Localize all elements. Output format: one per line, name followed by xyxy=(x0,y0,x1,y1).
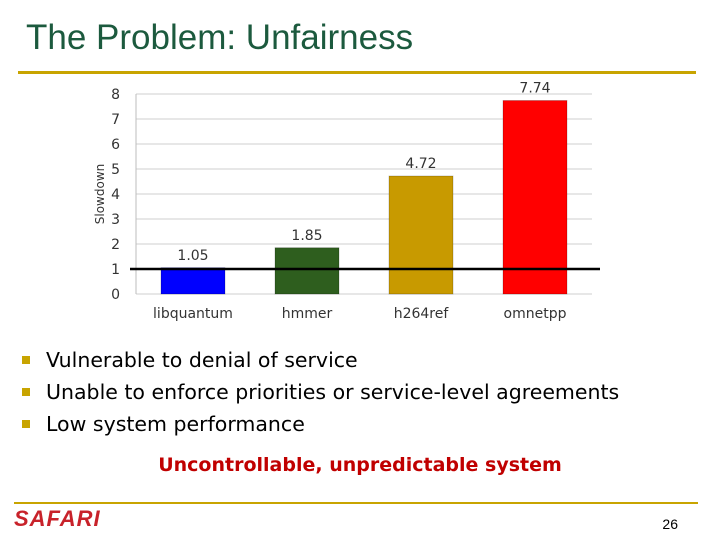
bar-value-label: 7.74 xyxy=(519,81,550,97)
bars xyxy=(160,100,568,295)
bullet-item: Unable to enforce priorities or service-… xyxy=(22,376,619,408)
y-tick-label: 3 xyxy=(111,212,120,228)
bullet-square-icon xyxy=(22,388,30,396)
page-number: 26 xyxy=(662,516,678,532)
x-tick-label: h264ref xyxy=(394,306,450,322)
bullet-square-icon xyxy=(22,356,30,364)
bullet-item: Low system performance xyxy=(22,408,619,440)
slide-title: The Problem: Unfairness xyxy=(26,18,414,57)
y-tick-label: 4 xyxy=(111,187,120,203)
callout-text: Uncontrollable, unpredictable system xyxy=(158,454,562,476)
y-tick-label: 1 xyxy=(111,262,120,278)
bar-value-labels: 1.05 1.85 4.72 7.74 xyxy=(177,81,550,264)
bar-omnetpp xyxy=(502,100,568,295)
y-axis-label: Slowdown xyxy=(93,164,107,225)
bullet-text: Unable to enforce priorities or service-… xyxy=(46,380,620,404)
bullet-text: Low system performance xyxy=(46,412,305,436)
bar-h264ref xyxy=(388,175,454,295)
slowdown-bar-chart: 0 1 2 3 4 5 6 7 8 Slowdown 1.05 1.85 4.72 7.74 libq… xyxy=(93,81,600,322)
y-tick-label: 2 xyxy=(111,237,120,253)
bar-value-label: 1.05 xyxy=(177,248,208,264)
x-tick-label: hmmer xyxy=(282,306,333,322)
y-tick-label: 8 xyxy=(111,87,120,103)
y-tick-label: 0 xyxy=(111,287,120,303)
y-tick-labels: 0 1 2 3 4 5 6 7 8 xyxy=(111,87,120,303)
y-tick-label: 7 xyxy=(111,112,120,128)
x-tick-label: omnetpp xyxy=(504,306,567,322)
bar-value-label: 4.72 xyxy=(405,156,436,172)
bullet-list: Vulnerable to denial of service Unable t… xyxy=(22,344,619,440)
safari-logo: SAFARI xyxy=(14,506,101,531)
bullet-text: Vulnerable to denial of service xyxy=(46,348,358,372)
x-tick-labels: libquantum hmmer h264ref omnetpp xyxy=(153,306,567,322)
bar-libquantum xyxy=(160,267,226,295)
title-divider xyxy=(18,71,696,74)
bullet-item: Vulnerable to denial of service xyxy=(22,344,619,376)
bullet-square-icon xyxy=(22,420,30,428)
bar-value-label: 1.85 xyxy=(291,228,322,244)
footer-divider xyxy=(14,502,698,504)
x-tick-label: libquantum xyxy=(153,306,233,322)
y-tick-label: 5 xyxy=(111,162,120,178)
bar-hmmer xyxy=(274,247,340,295)
y-tick-label: 6 xyxy=(111,137,120,153)
